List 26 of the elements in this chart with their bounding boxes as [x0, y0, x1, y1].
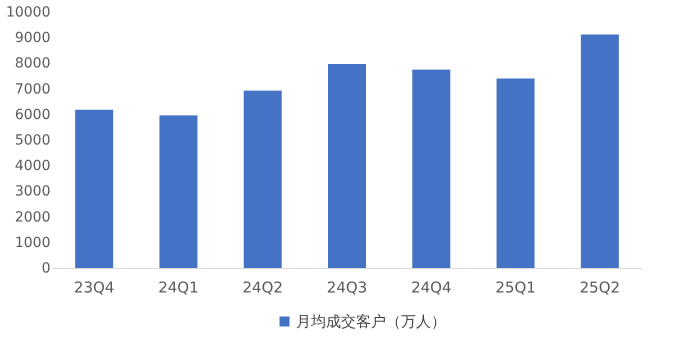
y-tick-label: 5000 — [14, 132, 50, 148]
y-tick-label: 4000 — [14, 158, 50, 174]
x-tick-label: 24Q4 — [411, 278, 452, 296]
x-tick-label: 24Q3 — [326, 278, 368, 296]
y-tick-label: 9000 — [14, 30, 50, 46]
y-tick-label: 3000 — [14, 184, 50, 200]
bar — [244, 90, 282, 268]
y-tick-label: 1000 — [14, 234, 50, 251]
y-tick-label: 8000 — [14, 56, 50, 72]
bar — [75, 110, 114, 268]
bar — [328, 64, 366, 268]
bar — [496, 78, 535, 268]
legend-label: 月均成交客户（万人） — [296, 312, 446, 330]
x-tick-label: 24Q1 — [158, 278, 199, 296]
bar — [412, 70, 450, 268]
y-tick-label: 6000 — [14, 106, 50, 123]
bar — [580, 34, 619, 268]
x-tick-label: 25Q1 — [495, 278, 536, 296]
x-tick-label: 25Q2 — [580, 278, 620, 296]
y-tick-label: 7000 — [14, 81, 50, 98]
y-tick-label: 2000 — [14, 209, 50, 226]
x-tick-label: 24Q2 — [242, 278, 283, 296]
bar — [159, 115, 198, 268]
y-tick-label: 10000 — [6, 4, 50, 20]
x-tick-label: 23Q4 — [74, 278, 114, 296]
y-tick-label: 0 — [42, 260, 50, 276]
